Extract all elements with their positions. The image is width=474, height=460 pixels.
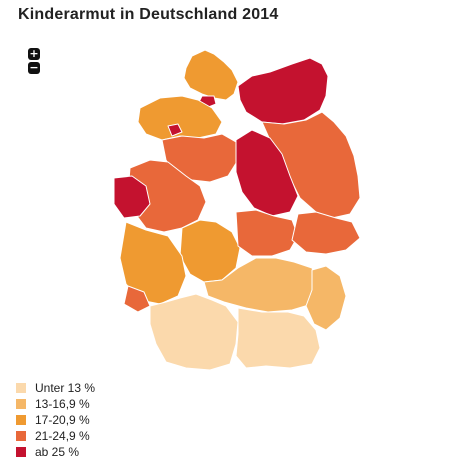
map-region-sachsen[interactable]: [291, 211, 361, 255]
map-title: Kinderarmut in Deutschland 2014: [18, 6, 279, 23]
legend-item: 17-20,9 %: [16, 412, 95, 428]
legend-item: ab 25 %: [16, 444, 95, 460]
map-region-mecklenburg-vorpommern[interactable]: [237, 57, 329, 125]
legend-swatch: [16, 383, 26, 393]
legend-label: Unter 13 %: [35, 381, 96, 395]
map-region-bayern-ost[interactable]: [305, 265, 347, 331]
zoom-in-button[interactable]: +: [28, 47, 40, 60]
legend-swatch: [16, 447, 26, 457]
zoom-out-button[interactable]: −: [28, 61, 40, 74]
zoom-controls: + −: [28, 48, 40, 76]
map-region-saarland[interactable]: [123, 285, 151, 313]
map-region-hessen[interactable]: [179, 219, 241, 283]
legend-item: 13-16,9 %: [16, 396, 95, 412]
legend-swatch: [16, 415, 26, 425]
legend-label: 13-16,9 %: [35, 397, 90, 411]
map-region-ruhrgebiet[interactable]: [113, 175, 151, 219]
legend-swatch: [16, 431, 26, 441]
map-region-baden-wuerttemberg[interactable]: [149, 293, 239, 371]
map-region-bayern-sued[interactable]: [235, 307, 321, 369]
legend-label: ab 25 %: [35, 445, 80, 459]
legend-label: 21-24,9 %: [35, 429, 90, 443]
legend-item: 21-24,9 %: [16, 428, 95, 444]
map-region-sachsen-anhalt[interactable]: [235, 129, 299, 217]
map-region-schleswig-holstein[interactable]: [183, 49, 239, 101]
map-region-bremen[interactable]: [167, 123, 183, 137]
legend-swatch: [16, 399, 26, 409]
map-region-rheinland-pfalz[interactable]: [119, 221, 187, 305]
legend-label: 17-20,9 %: [35, 413, 90, 427]
legend: Unter 13 % 13-16,9 % 17-20,9 % 21-24,9 %…: [16, 380, 95, 460]
map-region-thueringen[interactable]: [235, 209, 299, 257]
legend-item: Unter 13 %: [16, 380, 95, 396]
map-region-niedersachsen-nord[interactable]: [137, 95, 223, 141]
